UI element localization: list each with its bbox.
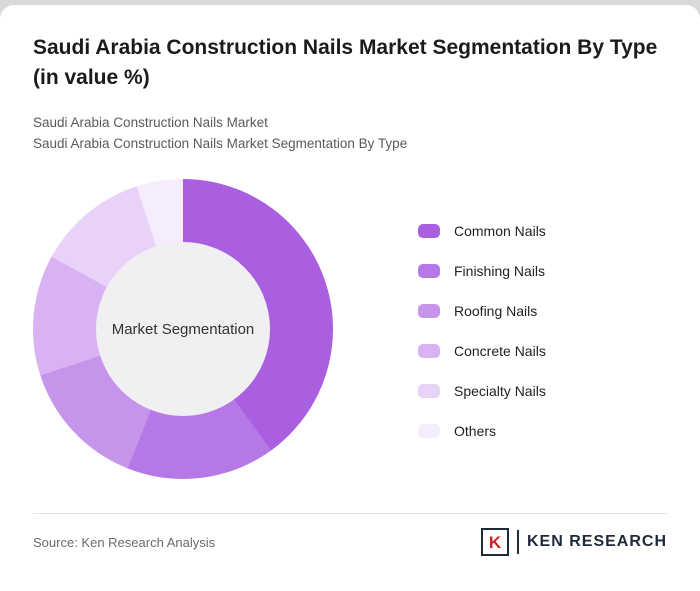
legend-swatch [418,384,440,399]
legend-swatch [418,304,440,319]
legend-item: Concrete Nails [418,343,546,359]
legend-item: Common Nails [418,223,546,239]
donut-chart: Market Segmentation [33,179,333,480]
chart-card: Saudi Arabia Construction Nails Market S… [0,5,700,591]
chart-title: Saudi Arabia Construction Nails Market S… [33,36,658,90]
legend-item: Roofing Nails [418,303,546,319]
logo-separator [516,530,519,555]
legend-label: Finishing Nails [454,263,546,280]
legend-item: Finishing Nails [418,263,546,279]
logo-wordmark: KEN RESEARCH [526,533,667,551]
legend-label: Others [454,423,497,440]
legend-label: Specialty Nails [454,383,546,400]
legend-item: Others [418,423,546,439]
ken-research-logo: K KEN RESEARCH [480,528,667,557]
legend-swatch [418,264,440,279]
legend-swatch [418,424,440,439]
subtitle-line-1: Saudi Arabia Construction Nails Market [33,114,268,130]
chart-area: Market Segmentation Common Nails Finishin… [33,179,667,480]
donut-center-label: Market Segmentation [96,242,270,417]
chart-subtitles: Saudi Arabia Construction Nails Market S… [33,112,667,155]
legend-swatch [418,224,440,239]
legend-swatch [418,344,440,359]
legend-label: Concrete Nails [454,343,546,360]
legend-label: Roofing Nails [454,303,538,320]
footer: Source: Ken Research Analysis K KEN RESE… [33,528,667,557]
legend-item: Specialty Nails [418,383,546,399]
logo-k-glyph: K [488,532,502,552]
source-text: Source: Ken Research Analysis [33,534,216,550]
ken-research-logo-mark: K [480,528,509,557]
legend: Common Nails Finishing Nails Roofing Nails… [418,223,546,439]
subtitle-line-2: Saudi Arabia Construction Nails Market S… [33,136,408,152]
legend-label: Common Nails [454,223,546,240]
footer-divider [33,513,667,515]
